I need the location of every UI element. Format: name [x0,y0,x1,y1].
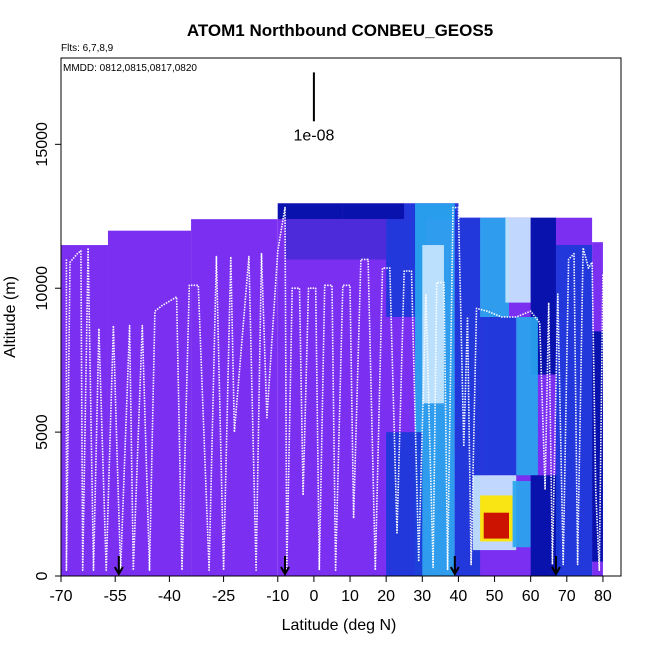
heatmap-cell-10 [505,217,531,303]
flight-boundary-arrows [113,556,561,577]
x-tick-label-3: -25 [212,588,235,605]
x-tick-label-13: 80 [594,588,612,605]
x-tick-label-0: -70 [49,588,72,605]
heatmap-cell-16 [483,512,509,539]
heatmap-cell-20 [592,331,603,562]
plot-area: 1e-08 [61,72,604,577]
x-tick-label-1: -55 [104,588,127,605]
scale-bar-label: 1e-08 [293,127,334,144]
heatmap-layer [61,203,603,577]
x-tick-label-7: 20 [377,588,395,605]
y-tick-label-1: 5000 [34,414,51,450]
heatmap-cell-1 [342,203,405,220]
heatmap-cell-12 [480,317,517,476]
region-column-1 [107,230,192,576]
scale-bar: 1e-08 [293,72,334,144]
x-tick-label-5: 0 [309,588,318,605]
heatmap-cell-13 [516,317,538,476]
x-tick-label-11: 60 [522,588,540,605]
x-tick-label-12: 70 [558,588,576,605]
y-tick-label-2: 10000 [34,266,51,311]
y-axis-label: Altitude (m) [2,276,19,358]
boundary-arrow-head-0 [113,566,124,577]
x-tick-label-4: -10 [266,588,289,605]
chart-title: ATOM1 Northbound CONBEU_GEOS5 [187,21,493,40]
x-axis-label: Latitude (deg N) [282,617,397,634]
x-tick-label-2: -40 [158,588,181,605]
y-tick-label-0: 0 [34,571,51,580]
y-tick-label-3: 15000 [34,122,51,167]
y-axis: 0 5000 10000 15000 [34,58,62,580]
boundary-arrow-head-2 [449,566,460,577]
x-tick-label-8: 30 [413,588,431,605]
boundary-arrow-head-3 [551,566,561,577]
x-tick-label-10: 50 [486,588,504,605]
x-axis: -70 -55 -40 -25 -10 0 10 20 30 40 50 60 70 80 [49,575,621,605]
heatmap-cell-0 [277,203,343,220]
x-tick-label-6: 10 [341,588,359,605]
heatmap-cell-17 [512,481,531,548]
flights-note: Flts: 6,7,8,9 [61,43,114,54]
heatmap-cell-7 [386,432,423,576]
x-tick-label-9: 40 [450,588,468,605]
dates-note: MMDD: 0812,0815,0817,0820 [63,63,197,74]
boundary-arrow-head-1 [280,566,290,577]
heatmap-cell-9 [480,217,509,317]
heatmap-cell-6 [422,245,444,404]
heatmap-cell-18 [530,475,560,576]
heatmap-cell-3 [285,219,387,260]
